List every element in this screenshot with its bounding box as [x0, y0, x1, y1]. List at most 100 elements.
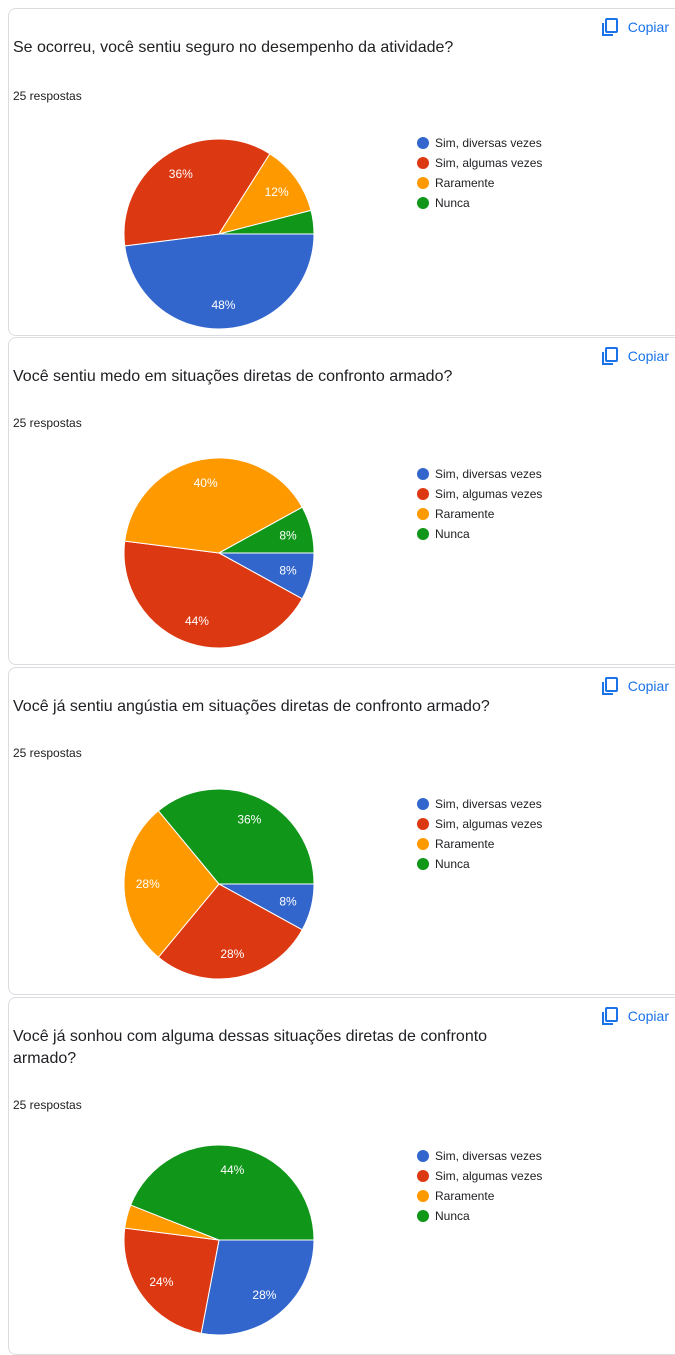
pie-chart: 8% 44% 40% 8%: [123, 457, 315, 649]
legend-swatch: [417, 468, 429, 480]
legend-label: Raramente: [435, 1189, 495, 1203]
pie-slice: [124, 457, 303, 554]
copy-button[interactable]: Copiar: [600, 676, 669, 696]
legend-item: Sim, algumas vezes: [417, 814, 542, 834]
copy-label: Copiar: [627, 19, 669, 35]
pie-slice: [217, 153, 312, 235]
slice-label: 8%: [279, 528, 297, 542]
slice-label: 44%: [185, 614, 209, 628]
copy-label: Copiar: [627, 678, 669, 694]
slice-label: 12%: [265, 185, 289, 199]
copy-button[interactable]: Copiar: [600, 17, 669, 37]
copy-icon: [600, 346, 620, 366]
copy-label: Copiar: [627, 1008, 669, 1024]
legend-label: Raramente: [435, 507, 495, 521]
question-card: Copiar Você sentiu medo em situações dir…: [8, 337, 675, 665]
legend-item: Nunca: [417, 1206, 542, 1226]
pie-slice: [123, 1227, 220, 1334]
legend-item: Sim, algumas vezes: [417, 484, 542, 504]
copy-label: Copiar: [627, 348, 669, 364]
legend-swatch: [417, 838, 429, 850]
legend-label: Nunca: [435, 196, 470, 210]
legend-item: Sim, diversas vezes: [417, 1146, 542, 1166]
legend-label: Sim, algumas vezes: [435, 156, 543, 170]
legend-label: Sim, algumas vezes: [435, 1169, 543, 1183]
legend-item: Nunca: [417, 854, 542, 874]
legend-item: Sim, diversas vezes: [417, 133, 542, 153]
copy-button[interactable]: Copiar: [600, 1006, 669, 1026]
pie-slice: [130, 1144, 315, 1241]
legend-label: Sim, algumas vezes: [435, 487, 543, 501]
question-title: Você sentiu medo em situações diretas de…: [13, 368, 453, 385]
legend-swatch: [417, 137, 429, 149]
legend-label: Nunca: [435, 1209, 470, 1223]
legend-item: Raramente: [417, 1186, 542, 1206]
legend-item: Sim, diversas vezes: [417, 794, 542, 814]
chart-legend: Sim, diversas vezes Sim, algumas vezes Rar…: [417, 794, 542, 874]
pie-chart: 28% 24% 44%: [123, 1144, 315, 1336]
legend-swatch: [417, 488, 429, 500]
legend-label: Raramente: [435, 837, 495, 851]
legend-item: Raramente: [417, 834, 542, 854]
legend-item: Sim, diversas vezes: [417, 464, 542, 484]
copy-button[interactable]: Copiar: [600, 346, 669, 366]
legend-swatch: [417, 157, 429, 169]
pie-slice: [200, 1239, 315, 1336]
pie-slice: [123, 138, 271, 247]
legend-swatch: [417, 197, 429, 209]
pie-slice: [123, 810, 220, 958]
slice-label: 28%: [252, 1288, 276, 1302]
response-count: 25 respostas: [13, 746, 82, 760]
legend-item: Nunca: [417, 193, 542, 213]
question-title: Se ocorreu, você sentiu seguro no desemp…: [13, 39, 454, 56]
legend-swatch: [417, 1190, 429, 1202]
legend-label: Raramente: [435, 176, 495, 190]
pie-slice: [157, 788, 315, 885]
legend-label: Sim, diversas vezes: [435, 1149, 542, 1163]
legend-item: Sim, algumas vezes: [417, 153, 542, 173]
legend-label: Sim, algumas vezes: [435, 817, 543, 831]
question-title: Você já sonhou com alguma dessas situaçõ…: [13, 1028, 488, 1067]
pie-slice: [218, 209, 315, 235]
response-count: 25 respostas: [13, 1098, 82, 1112]
legend-item: Raramente: [417, 504, 542, 524]
question-card: Copiar Você já sonhou com alguma dessas …: [8, 997, 675, 1355]
pie-slice: [157, 883, 303, 980]
legend-swatch: [417, 528, 429, 540]
pie-slice: [124, 233, 315, 330]
slice-label: 28%: [220, 947, 244, 961]
copy-icon: [600, 17, 620, 37]
copy-icon: [600, 1006, 620, 1026]
chart-legend: Sim, diversas vezes Sim, algumas vezes Rar…: [417, 464, 542, 544]
pie-chart: 8% 28% 28% 36%: [123, 788, 315, 980]
response-count: 25 respostas: [13, 416, 82, 430]
legend-swatch: [417, 508, 429, 520]
legend-label: Sim, diversas vezes: [435, 467, 542, 481]
legend-label: Sim, diversas vezes: [435, 797, 542, 811]
slice-label: 8%: [279, 895, 297, 909]
legend-label: Nunca: [435, 527, 470, 541]
question-title: Você já sentiu angústia em situações dir…: [13, 698, 490, 715]
legend-swatch: [417, 1150, 429, 1162]
legend-label: Nunca: [435, 857, 470, 871]
chart-legend: Sim, diversas vezes Sim, algumas vezes Rar…: [417, 1146, 542, 1226]
legend-label: Sim, diversas vezes: [435, 136, 542, 150]
slice-label: 40%: [194, 476, 218, 490]
slice-label: 36%: [169, 167, 193, 181]
response-count: 25 respostas: [13, 89, 82, 103]
question-card: Copiar Se ocorreu, você sentiu seguro no…: [8, 8, 675, 336]
pie-chart: 48% 36% 12%: [123, 138, 315, 330]
slice-label: 48%: [211, 298, 235, 312]
chart-legend: Sim, diversas vezes Sim, algumas vezes Rar…: [417, 133, 542, 213]
legend-swatch: [417, 1210, 429, 1222]
slice-label: 36%: [237, 813, 261, 827]
legend-swatch: [417, 798, 429, 810]
question-card: Copiar Você já sentiu angústia em situaç…: [8, 667, 675, 995]
slice-label: 28%: [136, 877, 160, 891]
copy-icon: [600, 676, 620, 696]
pie-slice: [123, 540, 303, 649]
slice-label: 8%: [279, 564, 297, 578]
pie-slice: [218, 506, 315, 554]
legend-swatch: [417, 818, 429, 830]
legend-swatch: [417, 1170, 429, 1182]
